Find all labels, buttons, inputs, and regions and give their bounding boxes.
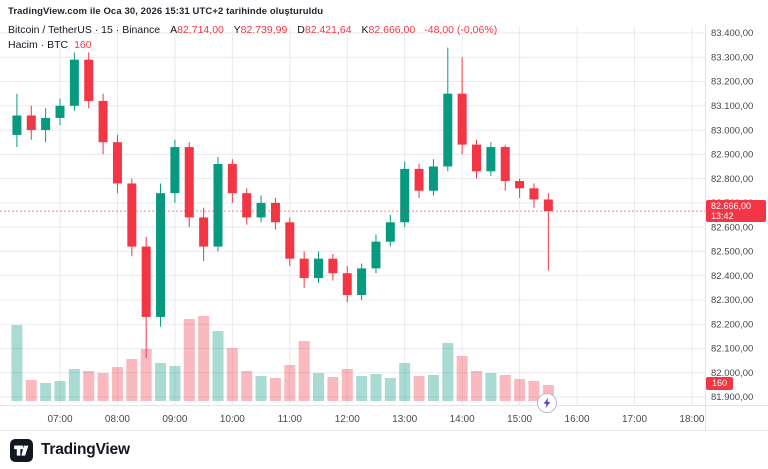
footer: TradingView: [0, 430, 768, 469]
bar-countdown: 13:42: [711, 211, 734, 222]
svg-text:81.900,00: 81.900,00: [711, 392, 753, 403]
last-price-value: 82.666,00: [711, 201, 752, 212]
svg-text:07:00: 07:00: [47, 414, 72, 425]
svg-text:83.400,00: 83.400,00: [711, 28, 753, 39]
svg-text:17:00: 17:00: [622, 414, 647, 425]
symbol-title[interactable]: Bitcoin / TetherUS · 15 · Binance: [8, 24, 161, 36]
svg-text:10:00: 10:00: [220, 414, 245, 425]
svg-text:83.200,00: 83.200,00: [711, 77, 753, 88]
svg-text:83.100,00: 83.100,00: [711, 101, 753, 112]
price-change: -48,00 (-0,06%): [424, 24, 498, 36]
legend-row-symbol: Bitcoin / TetherUS · 15 · Binance A82.71…: [8, 24, 497, 38]
volume-title[interactable]: Hacim · BTC: [8, 39, 69, 51]
svg-text:82.800,00: 82.800,00: [711, 174, 753, 185]
svg-text:82.900,00: 82.900,00: [711, 150, 753, 161]
svg-text:16:00: 16:00: [565, 414, 590, 425]
tradingview-logo-icon[interactable]: [10, 438, 33, 462]
time-axis[interactable]: 07:00 08:00 09:00 10:00 11:00 12:00 13:00 14:00…: [47, 414, 704, 425]
grid-lines: [0, 26, 705, 405]
candles: [12, 47, 553, 359]
svg-text:09:00: 09:00: [162, 414, 187, 425]
legend-row-volume: Hacim · BTC 160: [8, 39, 497, 53]
high-label: Y: [233, 24, 241, 36]
svg-text:13:00: 13:00: [392, 414, 417, 425]
last-price-label[interactable]: 82.666,00 13:42: [706, 200, 766, 223]
low-label: D: [297, 24, 305, 36]
svg-text:18:00: 18:00: [679, 414, 704, 425]
svg-text:82.500,00: 82.500,00: [711, 247, 753, 258]
axis-borders: [0, 24, 768, 430]
volume-axis-label: 160: [706, 377, 734, 390]
open-label: A: [170, 24, 178, 36]
volume-bars: [11, 316, 554, 401]
svg-text:82.300,00: 82.300,00: [711, 295, 753, 306]
svg-text:14:00: 14:00: [450, 414, 475, 425]
svg-text:12:00: 12:00: [335, 414, 360, 425]
lightning-icon: [543, 397, 551, 409]
flash-button[interactable]: [537, 393, 558, 413]
svg-text:82.100,00: 82.100,00: [711, 344, 753, 355]
svg-text:08:00: 08:00: [105, 414, 130, 425]
svg-text:82.600,00: 82.600,00: [711, 222, 753, 233]
svg-text:11:00: 11:00: [278, 414, 303, 425]
svg-text:15:00: 15:00: [507, 414, 532, 425]
svg-text:82.400,00: 82.400,00: [711, 271, 753, 282]
close-label: K: [361, 24, 369, 36]
svg-text:83.300,00: 83.300,00: [711, 52, 753, 63]
price-axis[interactable]: 83.400,00 83.300,00 83.200,00 83.100,00 83.0…: [711, 28, 753, 403]
tradingview-wordmark[interactable]: TradingView: [41, 441, 130, 458]
volume-value: 160: [74, 39, 92, 51]
svg-text:83.000,00: 83.000,00: [711, 125, 753, 136]
ohlc-values: A82.714,00 Y82.739,99 D82.421,64 K82.666…: [170, 24, 422, 36]
low-value: 82.421,64: [304, 24, 352, 36]
svg-text:82.200,00: 82.200,00: [711, 319, 753, 330]
chart-legend: Bitcoin / TetherUS · 15 · Binance A82.71…: [8, 24, 497, 53]
attribution-text: TradingView.com ile Oca 30, 2026 15:31 U…: [8, 6, 324, 17]
svg-text:82.000,00: 82.000,00: [711, 368, 753, 379]
high-value: 82.739,99: [240, 24, 288, 36]
close-value: 82.666,00: [368, 24, 416, 36]
open-value: 82.714,00: [177, 24, 224, 36]
